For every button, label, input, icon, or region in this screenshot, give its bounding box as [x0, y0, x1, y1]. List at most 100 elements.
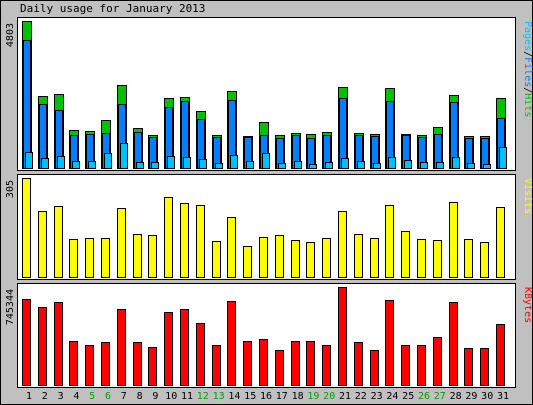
bar-kbytes-day-25	[401, 345, 410, 386]
bar-kbytes-day-1	[22, 299, 31, 386]
bar-visits-day-17	[275, 235, 284, 278]
x-tick-label-day-4: 4	[73, 391, 79, 402]
bar-visits-day-26	[417, 239, 426, 278]
bar-files-day-1	[23, 40, 31, 169]
bar-kbytes-day-14	[227, 301, 236, 386]
bar-visits-day-4	[69, 239, 78, 278]
x-tick-label-day-5: 5	[89, 391, 95, 402]
bar-visits-day-6	[101, 238, 110, 278]
bar-visits-day-1	[22, 178, 31, 278]
bar-visits-day-27	[433, 240, 442, 278]
bar-kbytes-day-31	[496, 324, 505, 386]
bar-visits-day-15	[243, 246, 252, 278]
legend-pages-files-hits: Pages/Files/Hits	[522, 21, 533, 117]
bar-pages-day-11	[183, 157, 191, 169]
bar-kbytes-day-17	[275, 350, 284, 386]
bar-kbytes-day-24	[385, 300, 394, 386]
bar-visits-day-24	[385, 205, 394, 278]
bar-visits-day-3	[54, 206, 63, 278]
x-tick-label-day-30: 30	[481, 391, 493, 402]
y-max-label-kbytes: 745344	[5, 289, 16, 325]
bar-pages-day-22	[357, 161, 365, 169]
x-tick-label-day-9: 9	[152, 391, 158, 402]
bar-kbytes-day-27	[433, 337, 442, 386]
bar-visits-day-13	[212, 241, 221, 278]
bar-pages-day-3	[57, 156, 65, 169]
bar-pages-day-13	[215, 163, 223, 169]
x-tick-label-day-29: 29	[465, 391, 477, 402]
bar-visits-day-16	[259, 237, 268, 278]
chart-title: Daily usage for January 2013	[20, 2, 206, 15]
x-tick-label-day-11: 11	[181, 391, 193, 402]
bar-pages-day-18	[294, 161, 302, 169]
bar-visits-day-31	[496, 207, 505, 278]
bar-pages-day-24	[388, 157, 396, 169]
bar-kbytes-day-20	[322, 345, 331, 386]
bar-kbytes-day-16	[259, 339, 268, 386]
x-tick-label-day-26: 26	[418, 391, 430, 402]
x-tick-label-day-14: 14	[228, 391, 240, 402]
legend-entry-pages: Pages	[522, 21, 533, 51]
bar-visits-day-28	[449, 202, 458, 278]
bar-visits-day-10	[164, 197, 173, 278]
x-tick-label-day-7: 7	[121, 391, 127, 402]
bar-pages-day-29	[467, 163, 475, 169]
x-tick-label-day-17: 17	[276, 391, 288, 402]
bar-visits-day-21	[338, 211, 347, 278]
bar-kbytes-day-9	[148, 347, 157, 386]
x-tick-label-day-19: 19	[307, 391, 319, 402]
bar-kbytes-day-8	[133, 342, 142, 386]
bar-visits-day-9	[148, 235, 157, 278]
bar-visits-day-29	[464, 239, 473, 278]
legend-entry-files: Files	[522, 57, 533, 87]
bar-kbytes-day-10	[164, 312, 173, 386]
bar-visits-day-22	[354, 234, 363, 278]
x-tick-label-day-13: 13	[213, 391, 225, 402]
bar-visits-day-25	[401, 231, 410, 278]
bar-visits-day-8	[133, 234, 142, 278]
bar-pages-day-27	[436, 162, 444, 169]
bar-visits-day-11	[180, 203, 189, 278]
x-tick-label-day-22: 22	[355, 391, 367, 402]
x-tick-label-day-27: 27	[434, 391, 446, 402]
x-tick-label-day-8: 8	[137, 391, 143, 402]
bar-pages-day-28	[452, 157, 460, 169]
bar-pages-day-20	[325, 162, 333, 169]
bar-kbytes-day-6	[101, 342, 110, 386]
bar-visits-day-30	[480, 242, 489, 278]
x-tick-label-day-12: 12	[197, 391, 209, 402]
legend-entry-sep: /	[522, 51, 533, 57]
x-tick-label-day-3: 3	[58, 391, 64, 402]
bar-pages-day-26	[420, 162, 428, 169]
bar-kbytes-day-12	[196, 323, 205, 386]
x-tick-label-day-25: 25	[402, 391, 414, 402]
bar-visits-day-23	[370, 238, 379, 278]
bar-pages-day-19	[309, 164, 317, 169]
legend-entry-sep: /	[522, 87, 533, 93]
x-tick-label-day-31: 31	[497, 391, 509, 402]
bar-pages-day-9	[151, 162, 159, 169]
x-tick-label-day-6: 6	[105, 391, 111, 402]
bar-kbytes-day-19	[306, 341, 315, 386]
bar-kbytes-day-5	[85, 345, 94, 386]
x-tick-label-day-16: 16	[260, 391, 272, 402]
legend-entry-visits: Visits	[522, 178, 533, 214]
y-max-label-visits: 305	[5, 180, 16, 198]
bar-kbytes-day-18	[291, 341, 300, 386]
legend-kbytes: KBytes	[522, 287, 533, 323]
bar-kbytes-day-30	[480, 348, 489, 386]
bar-kbytes-day-22	[354, 342, 363, 386]
bar-kbytes-day-29	[464, 348, 473, 386]
y-max-label-pages-files-hits: 4803	[5, 23, 16, 47]
bar-kbytes-day-26	[417, 345, 426, 386]
legend-visits: Visits	[522, 178, 533, 214]
x-tick-label-day-21: 21	[339, 391, 351, 402]
bar-visits-day-20	[322, 238, 331, 278]
bar-kbytes-day-23	[370, 350, 379, 386]
x-tick-label-day-28: 28	[450, 391, 462, 402]
bar-pages-day-31	[499, 147, 507, 169]
x-tick-label-day-23: 23	[371, 391, 383, 402]
bar-pages-day-14	[230, 155, 238, 169]
